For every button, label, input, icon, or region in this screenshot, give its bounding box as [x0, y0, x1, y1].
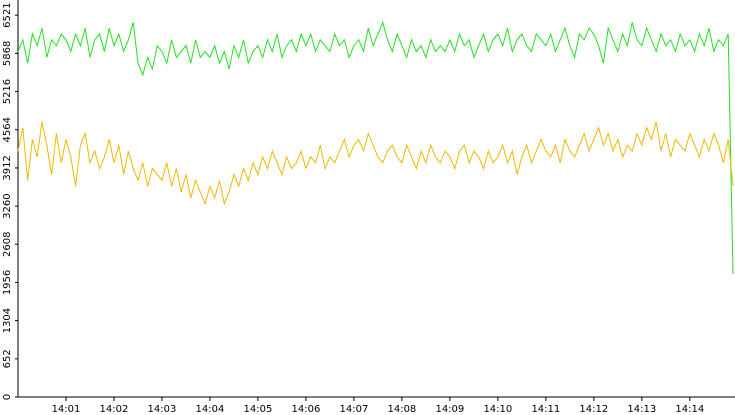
x-tick-label: 14:04	[196, 404, 225, 415]
y-tick-label: 3912	[2, 155, 13, 180]
x-tick-label: 14:09	[435, 404, 464, 415]
series-line	[17, 121, 734, 206]
series-line	[17, 20, 734, 275]
x-tick-label: 14:11	[531, 404, 560, 415]
y-tick-label: 6521	[2, 2, 13, 27]
x-tick-label: 14:01	[52, 404, 81, 415]
y-tick-label: 3260	[2, 193, 13, 218]
x-tick-label: 14:06	[292, 404, 321, 415]
y-tick-label: 5216	[2, 79, 13, 104]
x-tick-label: 14:05	[244, 404, 273, 415]
x-tick-label: 14:02	[100, 404, 129, 415]
y-tick-label: 1304	[2, 308, 13, 333]
x-tick-label: 14:10	[483, 404, 512, 415]
x-tick-label: 14:13	[627, 404, 656, 415]
x-tick-label: 14:07	[339, 404, 368, 415]
y-tick-label: 652	[2, 349, 13, 368]
x-tick-label: 14:14	[675, 404, 704, 415]
x-tick-label: 14:03	[148, 404, 177, 415]
y-tick-label: 5868	[2, 41, 13, 66]
y-tick-label: 4564	[2, 117, 13, 142]
x-tick-label: 14:12	[579, 404, 608, 415]
y-tick-label: 2608	[2, 232, 13, 257]
y-tick-label: 0	[2, 394, 13, 400]
y-tick-label: 1956	[2, 270, 13, 295]
x-tick-label: 14:08	[387, 404, 416, 415]
